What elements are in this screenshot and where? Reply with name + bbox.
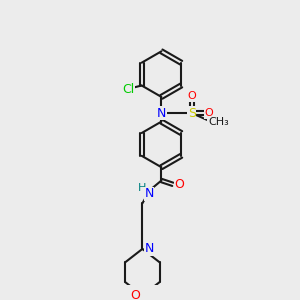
Text: O: O: [188, 91, 196, 101]
Text: S: S: [188, 106, 196, 120]
Text: N: N: [144, 242, 154, 255]
Text: Cl: Cl: [122, 83, 134, 96]
Text: CH₃: CH₃: [208, 117, 229, 127]
Text: O: O: [205, 108, 213, 118]
Text: O: O: [130, 289, 140, 300]
Text: O: O: [175, 178, 184, 191]
Text: N: N: [157, 106, 166, 120]
Text: N: N: [144, 187, 154, 200]
Text: H: H: [138, 183, 147, 193]
